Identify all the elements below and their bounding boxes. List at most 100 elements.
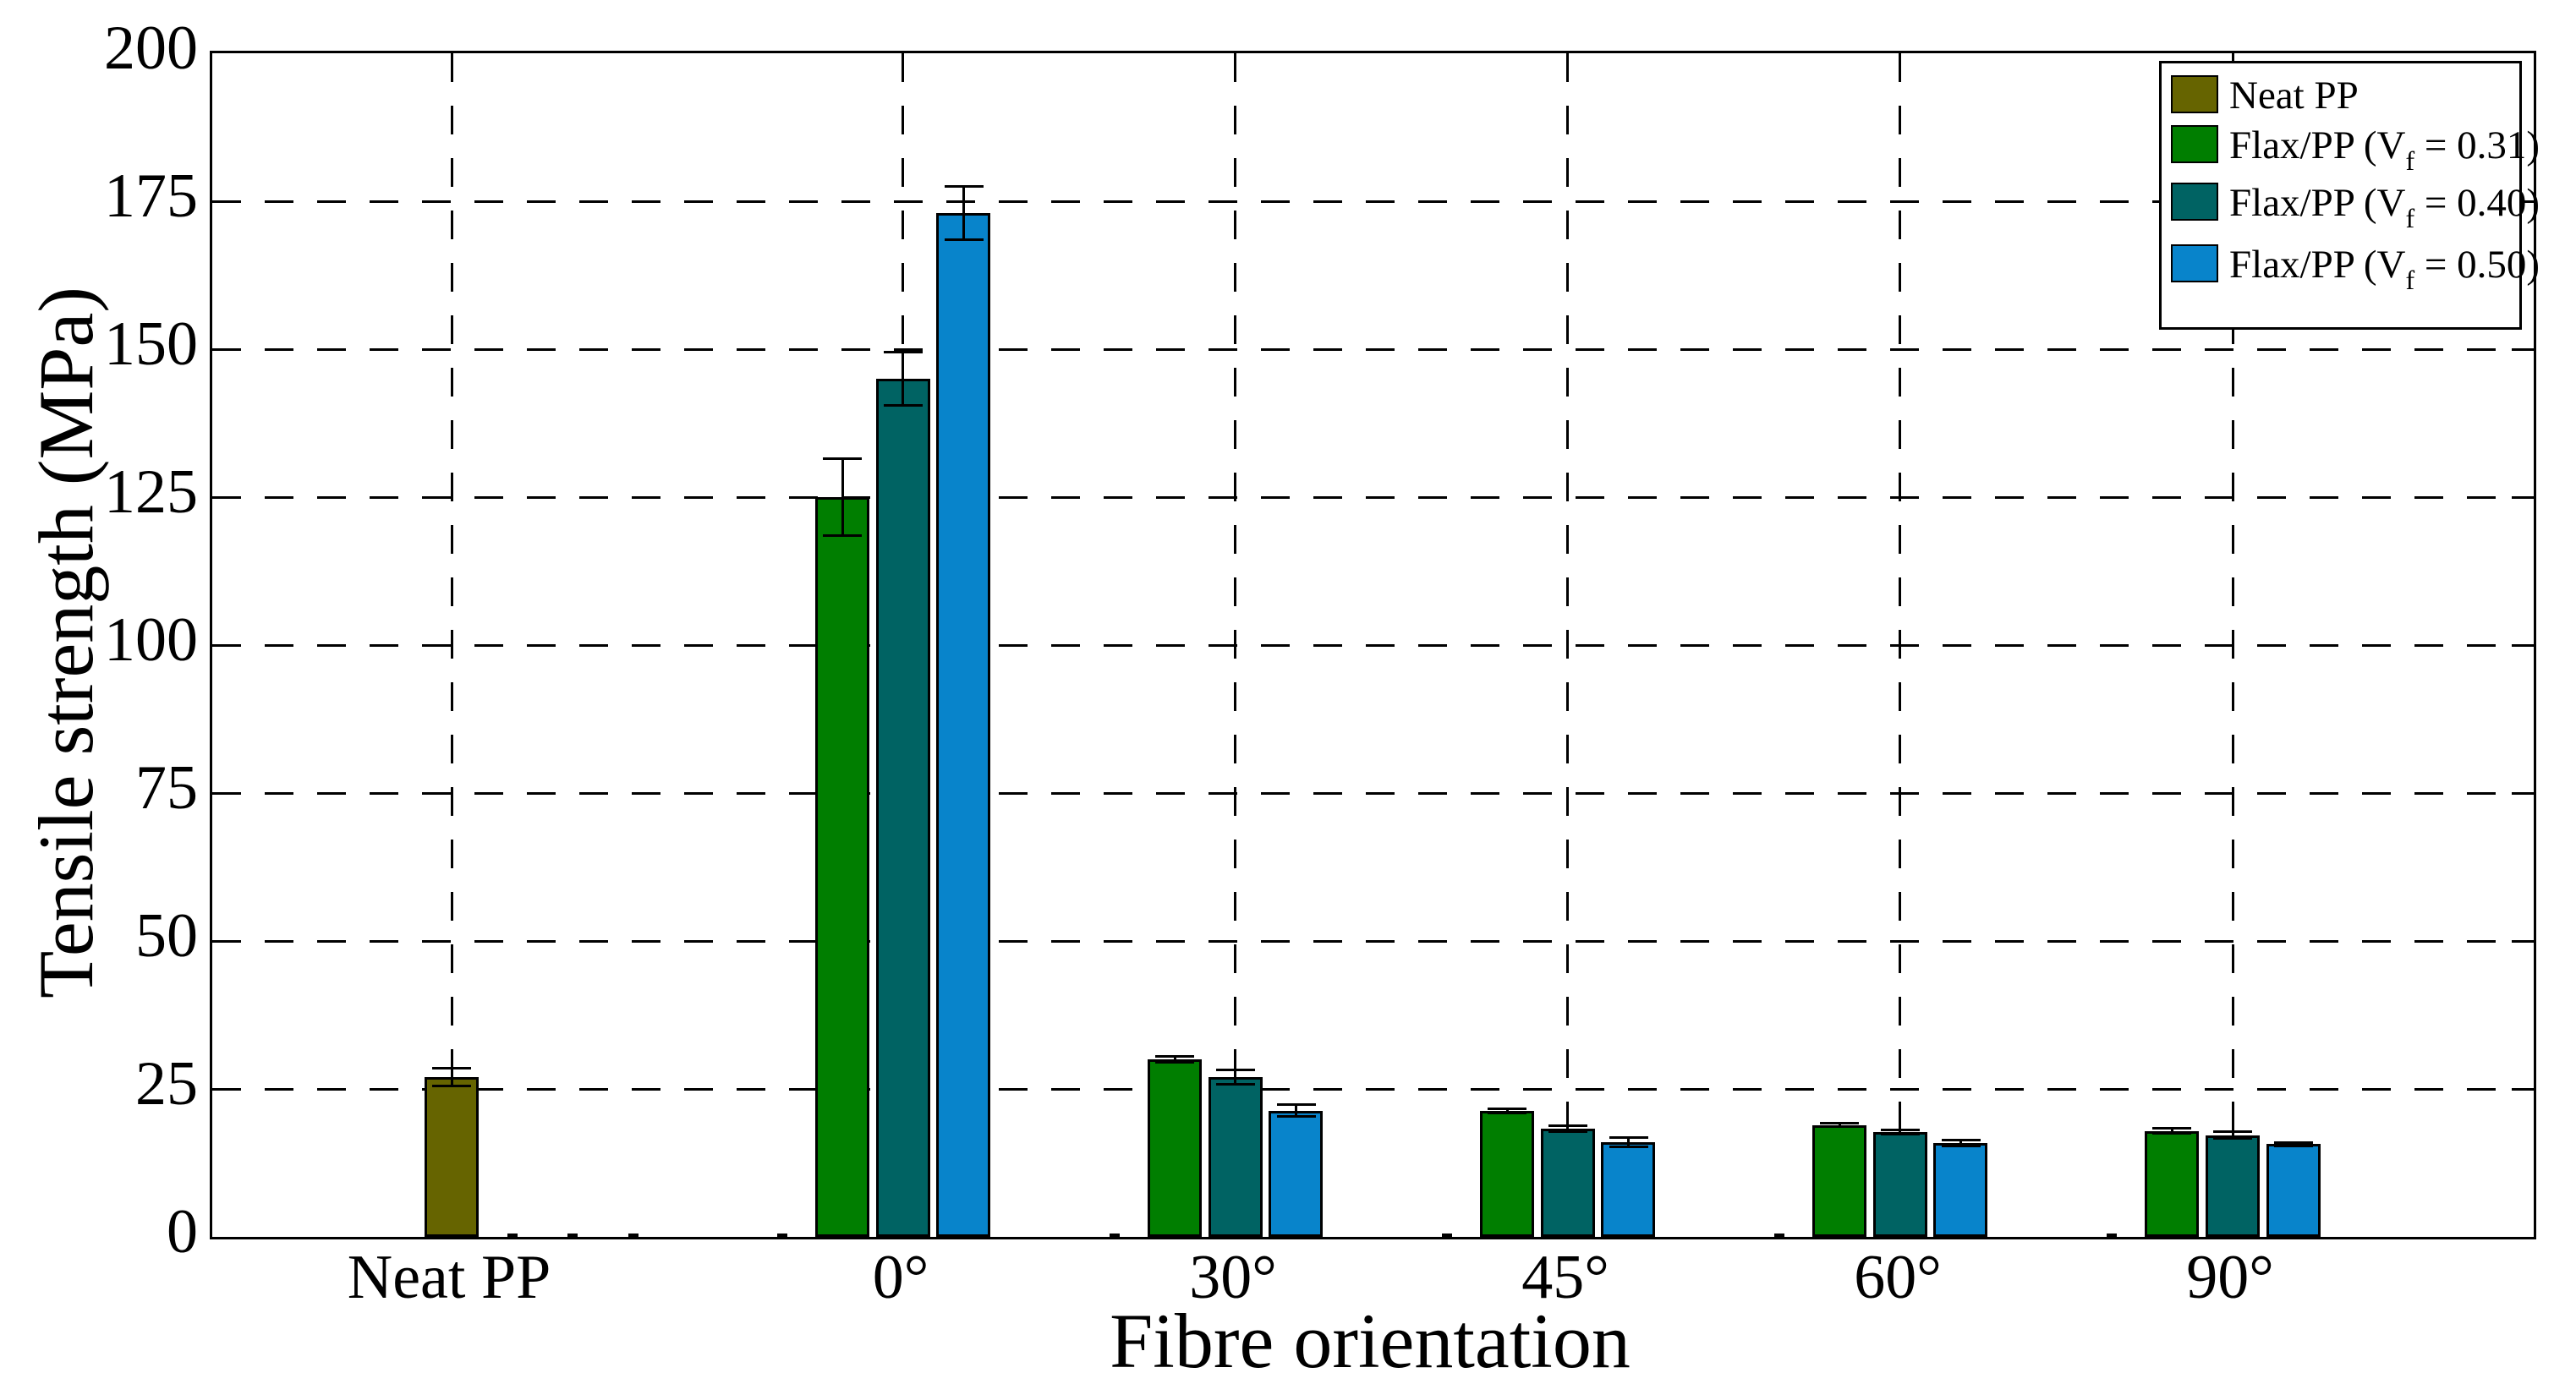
v-gridline-3 [1566,53,1570,1237]
bar-series3-cat1 [936,213,991,1237]
y-tick-right-175 [2512,200,2534,203]
bar-series2-cat3 [1540,1128,1595,1237]
error-line-series2-cat2 [1234,1069,1237,1085]
h-gridline-175 [212,200,2534,203]
error-cap-bottom-series1-cat4 [1820,1125,1860,1129]
error-cap-top-series2-cat1 [883,351,923,353]
y-tick-right-25 [2512,1087,2534,1091]
error-cap-top-series1-cat5 [2152,1127,2192,1130]
bar-series2-cat4 [1872,1132,1927,1237]
error-line-series3-cat4 [1959,1140,1962,1146]
error-cap-bottom-series1-cat5 [2152,1132,2192,1135]
error-line-series3-cat1 [962,186,965,240]
error-cap-top-series3-cat5 [2273,1141,2313,1144]
x-tick-label-4: 60° [1854,1243,1942,1312]
v-gridline-5 [2231,53,2234,1237]
bar-series1-cat1 [815,497,870,1237]
error-line-series1-cat1 [841,458,844,536]
error-cap-top-series1-cat4 [1820,1122,1860,1125]
error-cap-bottom-series3-cat1 [944,238,984,241]
legend-swatch-0 [2171,75,2218,113]
y-tick-left-175 [212,200,234,203]
y-tick-left-75 [212,791,234,795]
error-cap-bottom-series3-cat3 [1609,1146,1648,1149]
error-cap-top-series1-cat3 [1488,1107,1527,1110]
bar-series0-cat0 [425,1077,479,1237]
error-cap-top-series2-cat2 [1215,1069,1255,1072]
error-cap-top-series2-cat5 [2213,1130,2252,1133]
x-tick-top-2 [1234,53,1237,75]
y-tick-left-150 [212,347,234,351]
bar-series1-cat5 [2145,1130,2200,1237]
error-cap-top-series3-cat2 [1276,1103,1316,1107]
error-cap-bottom-series2-cat5 [2213,1137,2252,1141]
error-cap-bottom-series2-cat2 [1215,1082,1255,1086]
h-gridline-125 [212,495,2534,499]
legend-item-1: Flax/PP (Vf = 0.31) [2162,124,2540,174]
h-gridline-150 [212,347,2534,351]
v-gridline-2 [1234,53,1237,1237]
h-gridline-25 [212,1087,2534,1091]
legend-label-0: Neat PP [2229,74,2359,118]
legend-label-1: Flax/PP (Vf = 0.31) [2229,123,2540,176]
error-cap-top-series1-cat2 [1155,1055,1195,1058]
error-cap-bottom-series1-cat3 [1488,1112,1527,1115]
x-tick-top-3 [1566,53,1570,75]
error-cap-top-series3-cat4 [1941,1138,1981,1141]
y-tick-left-100 [212,643,234,647]
legend-label-3: Flax/PP (Vf = 0.50) [2229,243,2540,295]
error-cap-top-series1-cat1 [823,457,863,460]
error-cap-bottom-series1-cat1 [823,534,863,537]
legend-item-2: Flax/PP (Vf = 0.40) [2162,182,2540,232]
bar-series2-cat5 [2205,1135,2260,1237]
error-cap-top-series2-cat4 [1880,1128,1920,1131]
bar-series1-cat2 [1148,1059,1203,1237]
x-tick-label-5: 90° [2186,1243,2274,1312]
legend: Neat PP Flax/PP (Vf = 0.31) Flax/PP (Vf = … [2159,61,2540,330]
x-tick-label-1: 0° [872,1243,929,1312]
y-tick-left-25 [212,1087,234,1091]
error-cap-bottom-series1-cat2 [1155,1061,1195,1064]
y-tick-label-125: 125 [104,457,198,527]
x-tick-top-1 [902,53,905,75]
v-gridline-4 [1899,53,1902,1237]
zero-bar-mark-series0-cat2 [1109,1234,1120,1237]
zero-bar-mark-series2-cat0 [567,1234,578,1237]
y-tick-label-100: 100 [104,605,198,675]
y-tick-right-50 [2512,939,2534,943]
y-tick-label-75: 75 [135,753,198,823]
error-cap-bottom-series3-cat4 [1941,1144,1981,1147]
y-axis-title: Tensile strength (MPa) [23,287,109,998]
error-line-series1-cat5 [2170,1128,2173,1134]
error-line-series1-cat4 [1838,1123,1841,1127]
bar-series3-cat5 [2266,1144,2321,1237]
error-line-series3-cat3 [1627,1137,1630,1147]
zero-bar-mark-series0-cat4 [1773,1234,1784,1237]
error-line-series1-cat2 [1173,1056,1176,1063]
error-cap-bottom-series3-cat5 [2273,1144,2313,1147]
error-cap-bottom-series2-cat3 [1548,1130,1587,1133]
y-tick-left-125 [212,495,234,499]
error-cap-bottom-series0-cat0 [432,1085,471,1087]
legend-swatch-3 [2171,244,2218,282]
legend-item-0: Neat PP [2162,74,2519,117]
error-cap-top-series0-cat0 [432,1067,471,1069]
error-line-series2-cat1 [902,352,905,406]
error-cap-bottom-series2-cat1 [883,404,923,407]
y-tick-label-150: 150 [104,309,198,379]
zero-bar-mark-series1-cat0 [507,1234,518,1237]
x-tick-label-3: 45° [1521,1243,1609,1312]
legend-item-3: Flax/PP (Vf = 0.50) [2162,243,2540,293]
bar-series2-cat1 [875,379,930,1237]
h-gridline-50 [212,939,2534,943]
bar-series1-cat3 [1480,1110,1535,1237]
zero-bar-mark-series0-cat1 [776,1234,787,1237]
plot-area [210,51,2536,1239]
error-cap-bottom-series2-cat4 [1880,1133,1920,1136]
bar-series2-cat2 [1208,1077,1263,1237]
legend-swatch-2 [2171,183,2218,221]
error-cap-bottom-series3-cat2 [1276,1115,1316,1119]
bar-series3-cat4 [1933,1142,1988,1237]
legend-swatch-1 [2171,125,2218,163]
y-tick-label-175: 175 [104,161,198,231]
